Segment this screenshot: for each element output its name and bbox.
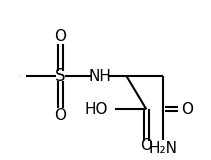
Text: S: S: [55, 67, 66, 85]
Text: O: O: [54, 29, 66, 44]
Text: O: O: [181, 102, 193, 117]
Text: O: O: [140, 138, 152, 152]
Text: HO: HO: [84, 102, 108, 117]
Text: O: O: [54, 108, 66, 123]
Text: H₂N: H₂N: [149, 141, 178, 156]
Text: NH: NH: [89, 68, 112, 84]
